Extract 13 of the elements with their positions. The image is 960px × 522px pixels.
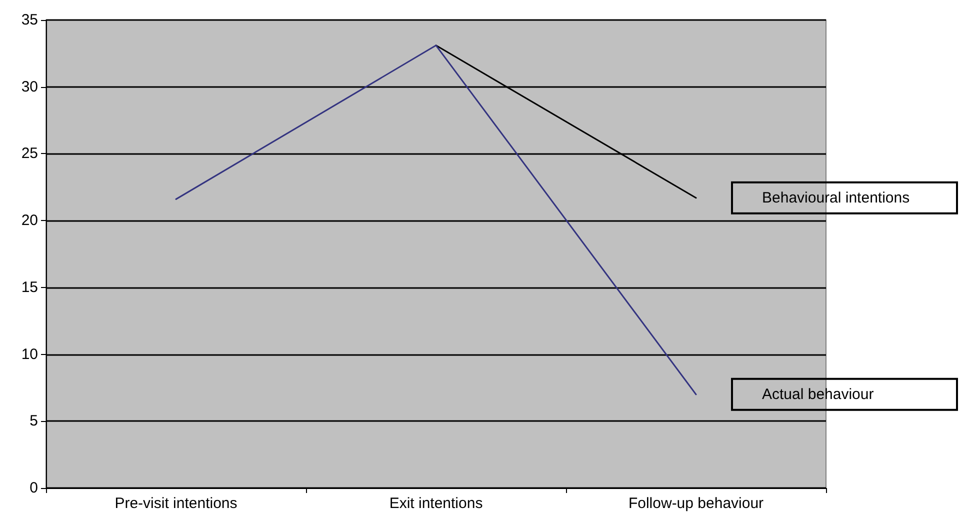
y-tick-label: 25 bbox=[21, 145, 38, 162]
text: Behavioural intentions bbox=[762, 189, 910, 206]
y-tick-label: 10 bbox=[21, 346, 38, 363]
x-tick-label: Exit intentions bbox=[389, 495, 483, 512]
y-tick-label: 0 bbox=[30, 480, 38, 496]
y-tick-label: 35 bbox=[21, 12, 38, 28]
y-tick-label: 5 bbox=[30, 412, 38, 430]
text: Actual behaviour bbox=[762, 386, 874, 403]
y-tick-label: 15 bbox=[21, 278, 38, 296]
x-tick-label: Pre-visit intentions bbox=[114, 495, 238, 512]
x-tick-label: Follow-up behaviour bbox=[628, 495, 764, 512]
y-tick-label: 20 bbox=[21, 212, 38, 230]
y-tick-label: 30 bbox=[21, 78, 38, 96]
